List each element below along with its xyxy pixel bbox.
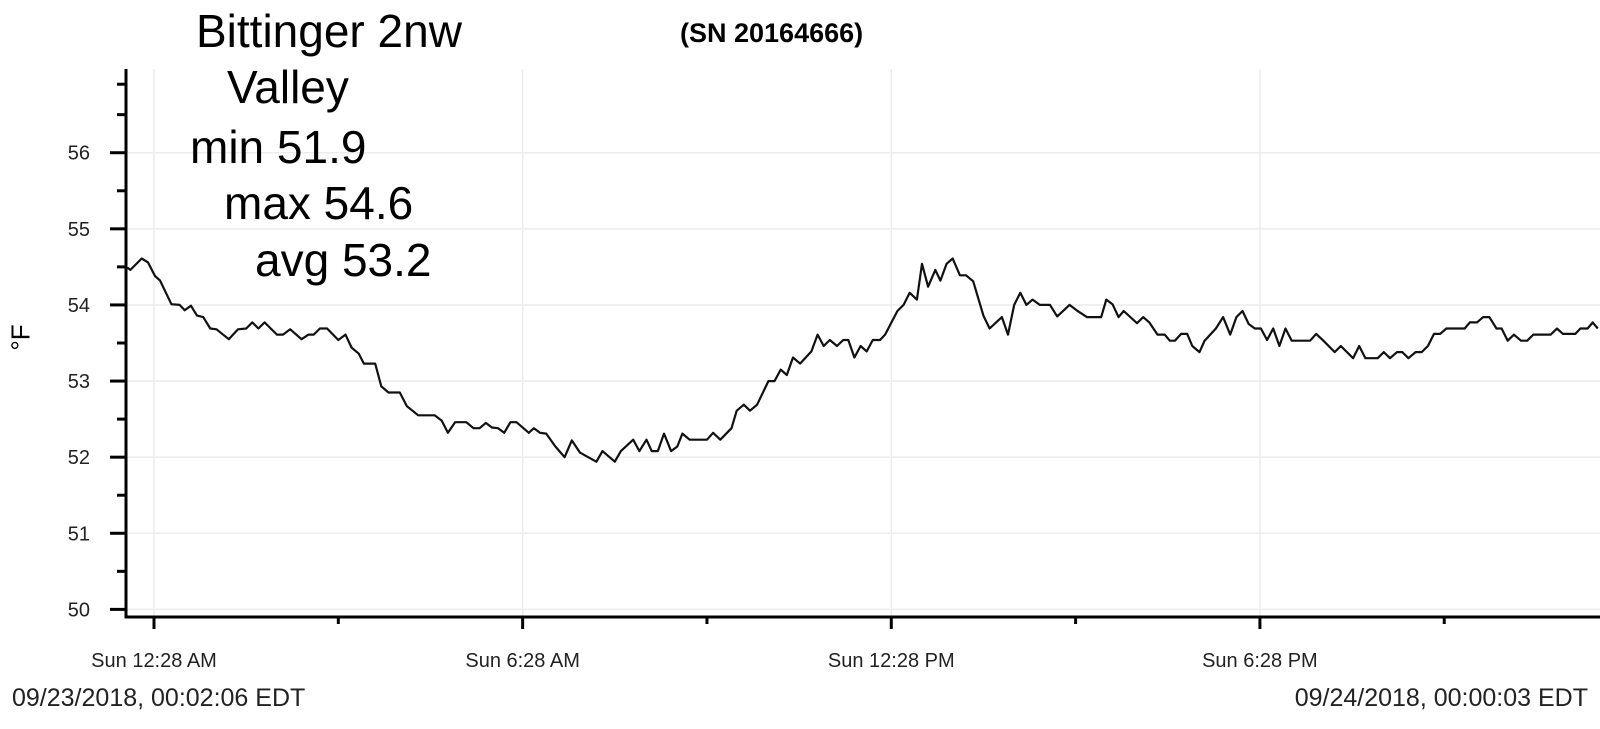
temperature-line [126,257,1599,463]
x-tick-label: Sun 6:28 AM [465,650,580,672]
x-tick-label: Sun 12:28 AM [91,650,217,672]
end-datetime: 09/24/2018, 00:00:03 EDT [1294,684,1588,712]
y-tick-label: 54 [68,295,90,317]
y-axis-label: °F [5,324,36,351]
min-stat: min 51.9 [190,121,367,173]
max-stat: max 54.6 [224,177,414,229]
station-location: Valley [227,61,349,113]
start-datetime: 09/23/2018, 00:02:06 EDT [12,684,306,712]
y-tick-label: 55 [68,219,90,241]
station-name: Bittinger 2nw [196,5,462,57]
y-tick-label: 53 [68,371,90,393]
y-tick-label: 51 [68,523,90,545]
serial-number: (SN 20164666) [680,18,864,48]
avg-stat: avg 53.2 [255,234,432,286]
x-tick-label: Sun 6:28 PM [1202,650,1318,672]
y-tick-label: 52 [68,447,90,469]
y-tick-label: 56 [68,143,90,165]
y-tick-label: 50 [68,599,90,621]
x-tick-label: Sun 12:28 PM [828,650,955,672]
